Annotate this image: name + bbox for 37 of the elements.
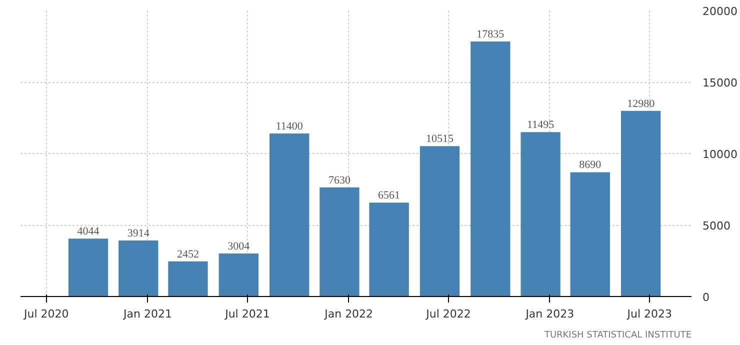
data-label: 4044 [77,226,100,238]
bar [420,146,460,296]
y-tick-label: 10000 [702,148,738,161]
data-label: 6561 [378,190,400,202]
bar [620,110,661,296]
y-tick-label: 5000 [702,220,730,232]
data-label: 7630 [328,174,351,186]
bar [520,132,560,296]
x-tick-label: Jul 2023 [626,308,672,320]
bar [168,261,208,296]
bar [320,187,360,296]
y-tick-label: 0 [702,291,710,304]
x-tick-label: Jul 2020 [23,308,69,320]
bar [270,133,310,296]
data-label: 11400 [276,120,304,132]
bar [68,238,108,296]
text: TURKISH STATISTICAL INSTITUTE [543,330,692,340]
data-label: 12980 [627,98,656,110]
data-label: 3914 [127,228,150,240]
x-tick-label: Jan 2021 [122,308,172,320]
x-tick-label: Jul 2021 [224,308,270,320]
bar [369,202,409,296]
y-tick-label: 20000 [702,5,738,18]
bar [118,240,158,296]
data-label: 10515 [426,133,454,146]
x-tick-label: Jan 2022 [324,308,374,320]
bar [470,41,510,296]
x-tick-label: Jul 2022 [425,308,471,320]
bar [570,172,610,296]
data-label: 17835 [476,28,505,40]
data-label: 2452 [176,248,199,260]
bar [218,254,258,296]
y-tick-label: 15000 [702,76,738,90]
data-label: 8690 [579,159,602,172]
data-label: 11495 [527,119,555,132]
x-tick-label: Jan 2023 [524,308,574,320]
data-label: 3004 [228,240,250,253]
